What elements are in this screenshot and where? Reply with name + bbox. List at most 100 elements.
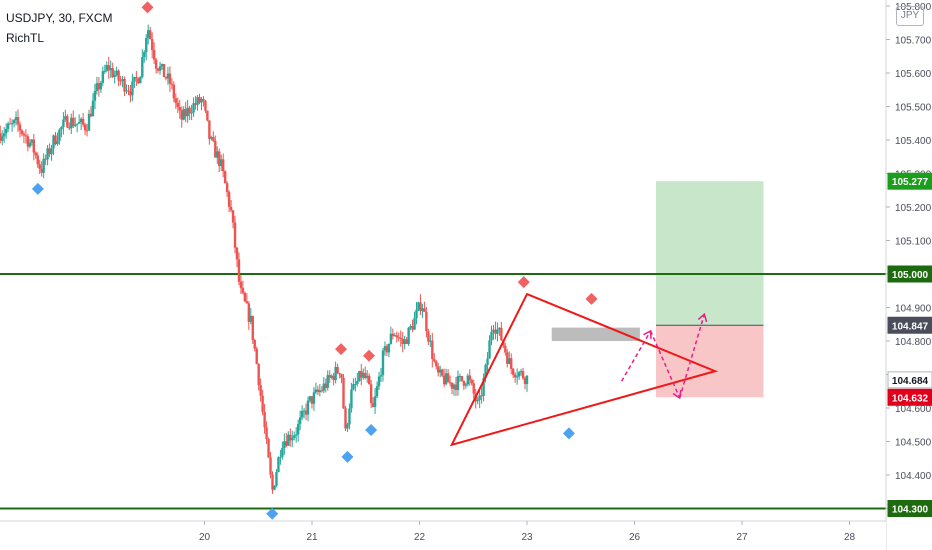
candle — [409, 324, 412, 331]
candle — [156, 67, 160, 74]
candle — [352, 378, 355, 391]
projection-path[interactable] — [620, 312, 708, 400]
candle — [60, 125, 63, 138]
candle — [0, 125, 2, 144]
candle — [137, 77, 140, 84]
long-position-tool[interactable] — [656, 181, 764, 398]
candle — [12, 119, 16, 128]
x-tick-label: 20 — [199, 532, 211, 543]
pivot-low-marker — [365, 424, 378, 437]
candle — [421, 303, 424, 318]
symbol-title[interactable]: USDJPY, 30, FXCM — [6, 11, 113, 25]
candle — [231, 209, 235, 229]
currency-label[interactable]: JPY — [896, 6, 924, 26]
candle — [356, 372, 359, 387]
indicator-name[interactable]: RichTL — [6, 31, 45, 45]
x-tick-label: 26 — [629, 532, 641, 543]
candle — [397, 332, 400, 342]
candle — [466, 373, 470, 387]
candle — [111, 62, 114, 79]
candle — [52, 134, 55, 156]
candle — [419, 294, 422, 315]
candle — [46, 145, 49, 166]
candle — [415, 301, 418, 325]
candle — [387, 343, 391, 358]
candle — [494, 321, 497, 340]
projection-segment[interactable] — [620, 330, 652, 382]
candle — [64, 109, 67, 122]
candle — [273, 485, 276, 491]
candle — [259, 378, 262, 402]
price-badge-label: 105.277 — [892, 177, 929, 188]
candle — [14, 111, 18, 126]
x-axis[interactable]: 2021222326272829 — [199, 521, 932, 543]
candle — [291, 430, 294, 448]
candle — [81, 113, 85, 127]
candle — [261, 389, 264, 416]
stop-zone[interactable] — [656, 325, 764, 398]
price-badge-label: 104.684 — [892, 376, 929, 387]
price-badge: 105.000 — [887, 265, 932, 283]
profit-zone[interactable] — [656, 181, 764, 326]
candle — [362, 368, 365, 380]
candle — [206, 110, 209, 122]
candle — [101, 66, 105, 86]
candle — [446, 369, 450, 383]
candle — [129, 84, 132, 103]
candle — [95, 76, 99, 95]
pivot-high-marker — [335, 343, 348, 356]
candle — [328, 370, 331, 384]
candle — [429, 334, 432, 348]
candle — [210, 135, 213, 141]
candle — [125, 84, 128, 94]
candle — [194, 95, 197, 110]
pivot-markers — [31, 1, 598, 520]
price-badge: 104.300 — [887, 500, 932, 517]
candle — [340, 373, 343, 384]
candle — [450, 382, 454, 395]
candle — [391, 328, 395, 340]
candle — [456, 370, 460, 396]
candle — [50, 145, 53, 161]
candle — [103, 64, 107, 74]
candle — [482, 373, 485, 402]
candle — [312, 387, 316, 411]
candle — [293, 431, 296, 441]
candle — [198, 93, 201, 105]
candle — [117, 69, 120, 87]
candle — [298, 410, 302, 431]
x-tick-label: 28 — [844, 532, 856, 543]
candle — [253, 338, 256, 352]
candle — [318, 384, 322, 397]
candle — [265, 421, 268, 445]
price-badge-label: 105.000 — [892, 270, 929, 281]
candle — [488, 335, 491, 359]
candle — [367, 373, 371, 385]
candle — [326, 370, 329, 391]
candle — [403, 335, 406, 350]
candle — [139, 76, 142, 84]
candle — [255, 346, 258, 365]
candle — [500, 321, 503, 341]
candle — [373, 388, 377, 415]
candle — [241, 280, 245, 295]
candle — [40, 161, 43, 177]
projection-segment[interactable] — [649, 330, 681, 399]
candle — [480, 387, 483, 404]
candle — [164, 76, 168, 81]
triangle-pattern[interactable] — [449, 292, 719, 447]
candle — [271, 471, 274, 494]
candle — [32, 133, 35, 161]
candle — [358, 370, 361, 382]
candle — [176, 97, 180, 114]
price-badge: 104.632 — [887, 388, 932, 406]
candle — [322, 377, 325, 394]
horizontal-levels[interactable] — [0, 273, 886, 510]
triangle-outline[interactable] — [449, 292, 719, 447]
projection-segment[interactable] — [678, 313, 706, 399]
candle — [336, 363, 339, 375]
candle — [223, 170, 227, 184]
candle — [510, 353, 513, 375]
